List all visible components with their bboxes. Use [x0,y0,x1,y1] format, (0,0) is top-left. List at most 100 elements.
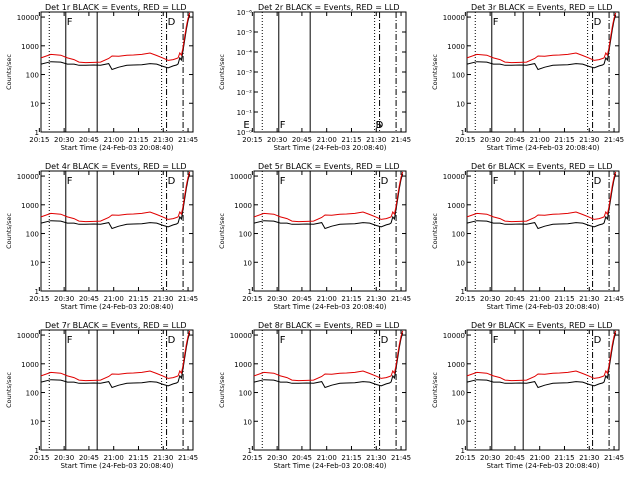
panel-title: Det 5r BLACK = Events, RED = LLD [258,162,400,171]
x-tick-label: 20:45 [79,295,99,303]
y-tick-label: 10⁻⁵ [237,29,253,37]
y-tick-label: 10000 [230,173,252,181]
x-axis-label: Start Time (24-Feb-03 20:08:40) [60,144,173,152]
y-tick-label: 10⁻⁰ [237,129,253,137]
series-events [466,173,617,230]
marker-f: F [493,335,499,346]
x-tick-label: 20:30 [54,454,74,462]
series-events [466,14,617,71]
marker-e: E [243,120,249,131]
y-tick-label: 1 [248,288,252,296]
x-tick-label: 21:45 [391,136,411,144]
y-tick-label: 1000 [21,202,39,210]
y-tick-label: 1 [461,288,465,296]
x-tick-label: 21:30 [366,295,386,303]
marker-d: D [594,335,602,346]
y-tick-label: 10 [30,418,39,426]
y-axis-label: Counts/sec [431,213,439,249]
x-tick-label: 21:45 [178,454,198,462]
y-tick-label: 1000 [21,361,39,369]
x-tick-label: 20:15 [455,454,475,462]
x-tick-label: 20:30 [267,295,287,303]
y-tick-label: 10⁻³ [237,69,253,77]
y-tick-label: 1 [35,129,39,137]
panel-det-3r: Det 3r BLACK = Events, RED = LLD 20:15 20:… [431,3,624,152]
panel-det-6r: Det 6r BLACK = Events, RED = LLD 20:15 20:… [431,162,624,311]
x-axis-label: Start Time (24-Feb-03 20:08:40) [60,462,173,470]
panel-det-2r: Det 2r BLACK = Events, RED = LLD 20:15 20:… [218,3,411,152]
x-tick-label: 21:15 [554,295,574,303]
series-lld [253,330,404,382]
panel-title: Det 7r BLACK = Events, RED = LLD [45,321,187,330]
x-tick-label: 20:45 [505,295,525,303]
y-tick-label: 100 [26,390,39,398]
y-tick-label: 1 [35,288,39,296]
x-tick-label: 21:00 [530,295,550,303]
x-tick-label: 20:45 [292,454,312,462]
x-axis-label: Start Time (24-Feb-03 20:08:40) [60,303,173,311]
y-tick-label: 10000 [17,14,39,22]
marker-d: D [168,176,176,187]
marker-d: D [168,17,176,28]
y-tick-label: 1000 [234,361,252,369]
series-lld [466,171,617,223]
y-tick-label: 1000 [447,43,465,51]
x-tick-label: 21:15 [128,295,148,303]
marker-d: D [381,176,389,187]
x-tick-label: 21:30 [366,454,386,462]
y-axis-label: Counts/sec [431,372,439,408]
marker-f: F [280,176,286,187]
x-tick-label: 20:15 [455,295,475,303]
x-tick-label: 21:45 [604,454,624,462]
y-tick-label: 100 [239,390,252,398]
x-tick-label: 20:15 [29,295,49,303]
x-tick-label: 21:00 [317,295,337,303]
panel-title: Det 3r BLACK = Events, RED = LLD [471,3,613,12]
y-tick-label: 100 [452,390,465,398]
x-tick-label: 21:15 [128,454,148,462]
y-tick-label: 10⁻² [237,89,253,97]
x-tick-label: 20:30 [480,295,500,303]
y-axis-label: Counts/sec [431,54,439,90]
marker-f: F [67,335,73,346]
x-tick-label: 20:45 [505,136,525,144]
x-tick-label: 20:30 [54,295,74,303]
x-tick-label: 20:15 [242,136,262,144]
series-events [40,14,191,71]
marker-f: F [280,335,286,346]
y-tick-label: 10⁻⁴ [237,49,253,57]
x-tick-label: 20:15 [242,454,262,462]
x-tick-label: 21:45 [604,136,624,144]
x-tick-label: 21:15 [341,454,361,462]
x-axis-label: Start Time (24-Feb-03 20:08:40) [486,144,599,152]
y-axis-label: Counts/sec [218,54,226,90]
y-tick-label: 10 [30,259,39,267]
x-tick-label: 21:00 [104,136,124,144]
y-tick-label: 100 [26,72,39,80]
panel-title: Det 1r BLACK = Events, RED = LLD [45,3,187,12]
y-tick-label: 1 [35,447,39,455]
x-tick-label: 20:15 [242,295,262,303]
panel-title: Det 9r BLACK = Events, RED = LLD [471,321,613,330]
y-tick-label: 1 [248,447,252,455]
plot-frame [253,329,407,451]
series-lld [466,12,617,64]
x-tick-label: 21:15 [128,136,148,144]
x-tick-label: 21:30 [579,295,599,303]
x-tick-label: 20:45 [292,295,312,303]
y-tick-label: 10000 [230,332,252,340]
y-tick-label: 10 [456,100,465,108]
marker-d: D [168,335,176,346]
series-events [466,332,617,389]
marker-d: D [381,335,389,346]
x-tick-label: 21:15 [554,136,574,144]
x-tick-label: 21:45 [604,295,624,303]
y-tick-label: 100 [239,231,252,239]
series-lld [40,12,191,64]
x-tick-label: 21:15 [554,454,574,462]
x-tick-label: 20:45 [79,454,99,462]
x-axis-label: Start Time (24-Feb-03 20:08:40) [273,462,386,470]
x-tick-label: 21:30 [579,136,599,144]
y-tick-label: 10 [243,259,252,267]
